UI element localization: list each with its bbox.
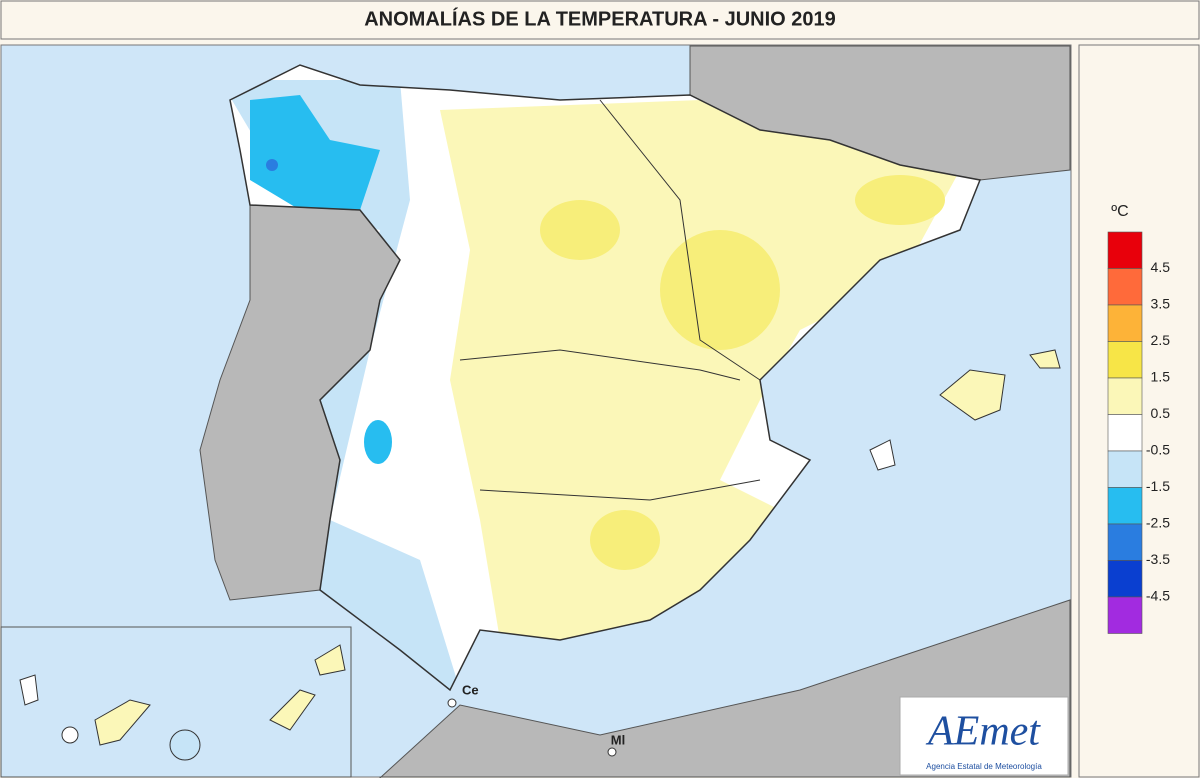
- legend-label: 4.5: [1151, 259, 1171, 275]
- legend-label: 2.5: [1151, 332, 1171, 348]
- region-border: [599, 99, 761, 381]
- la-palma: [19, 674, 39, 706]
- fuerteventura: [269, 689, 316, 731]
- legend-swatch: [1107, 304, 1143, 342]
- legend-swatch: [1107, 341, 1143, 379]
- legend-unit: ºC: [1111, 203, 1128, 220]
- legend-label: 0.5: [1151, 405, 1171, 421]
- melilla-marker: [607, 747, 617, 757]
- logo-subtitle: Agencia Estatal de Meteorología: [926, 762, 1042, 771]
- tenerife: [94, 699, 151, 746]
- africa: [379, 599, 1071, 778]
- la-gomera: [61, 726, 79, 744]
- mallorca: [939, 369, 1006, 421]
- lanzarote: [314, 644, 346, 676]
- legend-swatch: [1107, 560, 1143, 598]
- region-border: [459, 349, 741, 381]
- legend-swatch: [1107, 268, 1143, 306]
- legend-swatch: [1107, 596, 1143, 634]
- spain-outline: [229, 64, 982, 692]
- legend-label: 1.5: [1151, 369, 1171, 385]
- legend-swatch: [1107, 377, 1143, 415]
- legend-label: -1.5: [1146, 478, 1170, 494]
- legend-swatch: [1107, 450, 1143, 488]
- legend-label: -4.5: [1146, 588, 1170, 604]
- legend-label: -0.5: [1146, 442, 1170, 458]
- ceuta-marker: [447, 698, 457, 708]
- region-border: [479, 479, 761, 501]
- legend-label: -2.5: [1146, 515, 1170, 531]
- legend: 4.5 3.5 2.5 1.5 0.5 -0.5 -1.5 -2.5 -3.5 -4.5: [1107, 231, 1171, 634]
- title: ANOMALÍAS DE LA TEMPERATURA - JUNIO 2019: [364, 7, 836, 30]
- legend-swatch: [1107, 523, 1143, 561]
- gran-canaria: [169, 729, 201, 761]
- legend-label: 3.5: [1151, 296, 1171, 312]
- city-label: Ml: [611, 732, 625, 747]
- logo: AEmet: [925, 709, 1041, 755]
- legend-swatch: [1107, 414, 1143, 452]
- logo-box: [899, 696, 1069, 776]
- menorca: [1029, 349, 1061, 369]
- legend-label: -3.5: [1146, 551, 1170, 567]
- title-bar: [0, 0, 1200, 40]
- legend-swatch: [1107, 487, 1143, 525]
- legend-swatch: [1107, 231, 1143, 269]
- ibiza: [869, 439, 896, 471]
- city-label: Ce: [462, 682, 479, 697]
